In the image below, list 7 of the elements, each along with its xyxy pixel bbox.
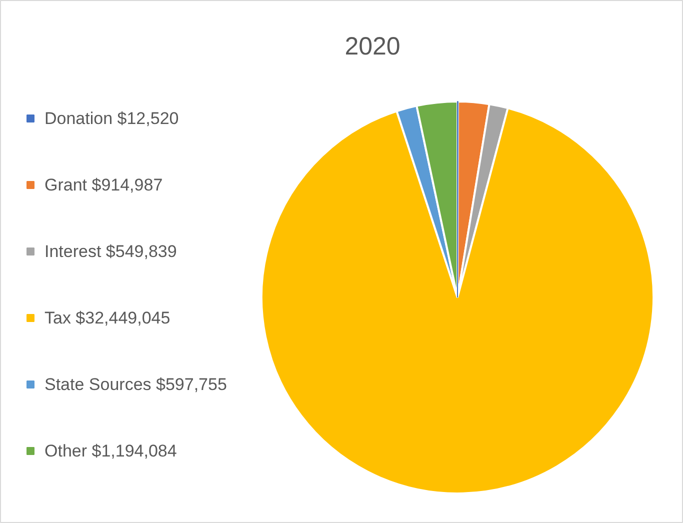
legend-label: Grant $914,987 xyxy=(44,176,163,194)
chart-title: 2020 xyxy=(344,32,400,60)
legend-label: Tax $32,449,045 xyxy=(44,308,170,328)
legend-label: State Sources $597,755 xyxy=(44,375,227,394)
legend-label: Interest $549,839 xyxy=(44,242,177,261)
legend-label: Other $1,194,084 xyxy=(44,442,177,460)
legend-label: Donation $12,520 xyxy=(44,109,179,128)
